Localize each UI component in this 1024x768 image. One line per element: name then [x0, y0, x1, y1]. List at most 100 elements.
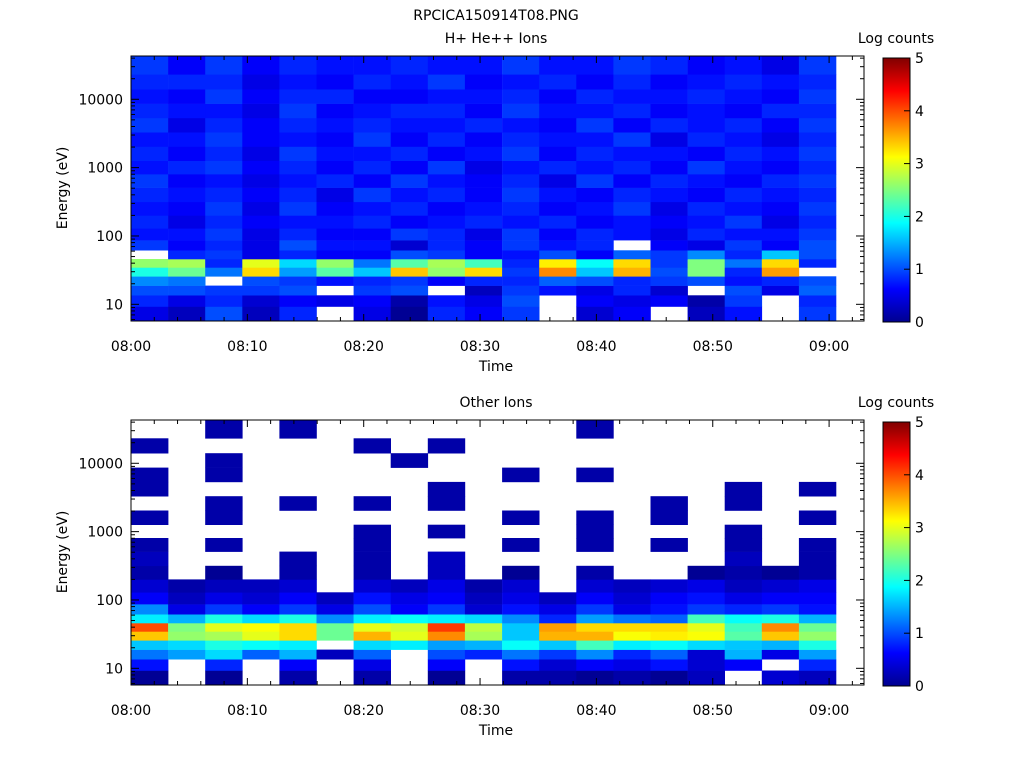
heatmap-cell	[576, 132, 614, 147]
heatmap-cell	[205, 631, 243, 641]
heatmap-cell	[427, 174, 466, 188]
heatmap-cell	[390, 604, 429, 615]
heatmap-cell	[798, 201, 837, 216]
heatmap-cell	[168, 160, 206, 175]
x-tick-label: 08:40	[576, 703, 616, 719]
heatmap-cell	[798, 631, 837, 641]
colorbar-tick-label: 5	[915, 51, 924, 67]
heatmap-cell	[687, 565, 725, 580]
heatmap-cell	[576, 215, 614, 229]
heatmap-cell	[502, 160, 540, 175]
heatmap-cell	[502, 250, 540, 260]
heatmap-cell	[353, 259, 391, 268]
heatmap-cell	[502, 285, 540, 296]
heatmap-cell	[761, 146, 800, 161]
heatmap-cell	[464, 132, 503, 147]
heatmap-cell	[168, 276, 206, 286]
heatmap-cell	[427, 438, 466, 454]
heatmap-cell	[279, 228, 317, 241]
heatmap-cell	[539, 201, 577, 216]
heatmap-cell	[502, 640, 540, 650]
heatmap-cell	[502, 215, 540, 229]
heatmap-cell	[242, 201, 280, 216]
heatmap-cell	[687, 276, 725, 286]
heatmap-cell	[798, 276, 837, 286]
heatmap-cell	[168, 74, 206, 90]
heatmap-cell	[427, 56, 466, 75]
heatmap-cell	[464, 56, 503, 75]
heatmap-cell	[353, 604, 391, 615]
heatmap-cell	[427, 240, 466, 251]
heatmap-cell	[576, 74, 614, 90]
heatmap-cell	[205, 250, 243, 260]
colorbar-label: Log counts	[858, 395, 934, 411]
heatmap-cell	[131, 56, 169, 75]
heatmap-cell	[390, 285, 429, 296]
heatmap-cell	[724, 276, 763, 286]
heatmap-cell	[464, 201, 503, 216]
heatmap-cell	[464, 89, 503, 104]
heatmap-cell	[279, 201, 317, 216]
heatmap-cell	[502, 174, 540, 188]
colorbar-tick-label: 0	[915, 679, 924, 695]
heatmap-cell	[576, 117, 614, 133]
heatmap-cell	[502, 117, 540, 133]
heatmap-cell	[724, 551, 763, 567]
heatmap-cell	[205, 267, 243, 277]
heatmap-cell	[576, 103, 614, 119]
heatmap-cell	[687, 579, 725, 593]
heatmap-cell	[576, 640, 614, 650]
heatmap-cell	[131, 240, 169, 251]
heatmap-cell	[761, 89, 800, 104]
heatmap-cell	[279, 579, 317, 593]
heatmap-cell	[279, 649, 317, 660]
heatmap-cell	[131, 146, 169, 161]
heatmap-cell	[205, 187, 243, 203]
y-axis-label: Energy (eV)	[55, 511, 71, 594]
heatmap-cell	[464, 623, 503, 632]
heatmap-cell	[205, 103, 243, 119]
y-axis-ticks: 10 100 1000 10000	[78, 57, 864, 320]
heatmap-cell	[798, 649, 837, 660]
heatmap-cell	[427, 640, 466, 650]
heatmap-cell	[205, 56, 243, 75]
heatmap-cell	[613, 228, 651, 241]
heatmap-cell	[353, 267, 391, 277]
heatmap-cell	[205, 614, 243, 624]
heatmap-cell	[724, 74, 763, 90]
colorbar-tick-label: 4	[915, 468, 924, 484]
heatmap-cell	[576, 295, 614, 307]
heatmap-cell	[576, 146, 614, 161]
heatmap-cell	[539, 592, 577, 605]
heatmap-cell	[761, 649, 800, 660]
heatmap-cell	[539, 631, 577, 641]
heatmap-cell	[242, 649, 280, 660]
heatmap-cell	[576, 649, 614, 660]
heatmap-cell	[539, 187, 577, 203]
heatmap-cell	[131, 538, 169, 552]
heatmap-cell	[502, 201, 540, 216]
heatmap-cell	[761, 132, 800, 147]
heatmap-cell	[353, 56, 391, 75]
heatmap-cell	[316, 117, 354, 133]
heatmap-cell	[427, 604, 466, 615]
heatmap-cell	[427, 259, 466, 268]
heatmap-cell	[131, 438, 169, 454]
colorbar: 0 1 2 3 4 5 Log counts	[858, 395, 934, 695]
heatmap-cell	[464, 250, 503, 260]
heatmap-cell	[798, 592, 837, 605]
x-tick-label: 09:00	[809, 703, 849, 719]
heatmap-cell	[650, 132, 688, 147]
heatmap-cell	[390, 146, 429, 161]
heatmap-cell	[650, 592, 688, 605]
heatmap-cell	[353, 640, 391, 650]
heatmap-cell	[687, 215, 725, 229]
heatmap-cell	[724, 659, 763, 671]
heatmap-cell	[464, 228, 503, 241]
heatmap-cell	[798, 670, 837, 686]
heatmap-cell	[613, 89, 651, 104]
heatmap-cell	[650, 215, 688, 229]
heatmap-cell	[168, 174, 206, 188]
heatmap-cell	[687, 614, 725, 624]
heatmap-cell	[279, 187, 317, 203]
